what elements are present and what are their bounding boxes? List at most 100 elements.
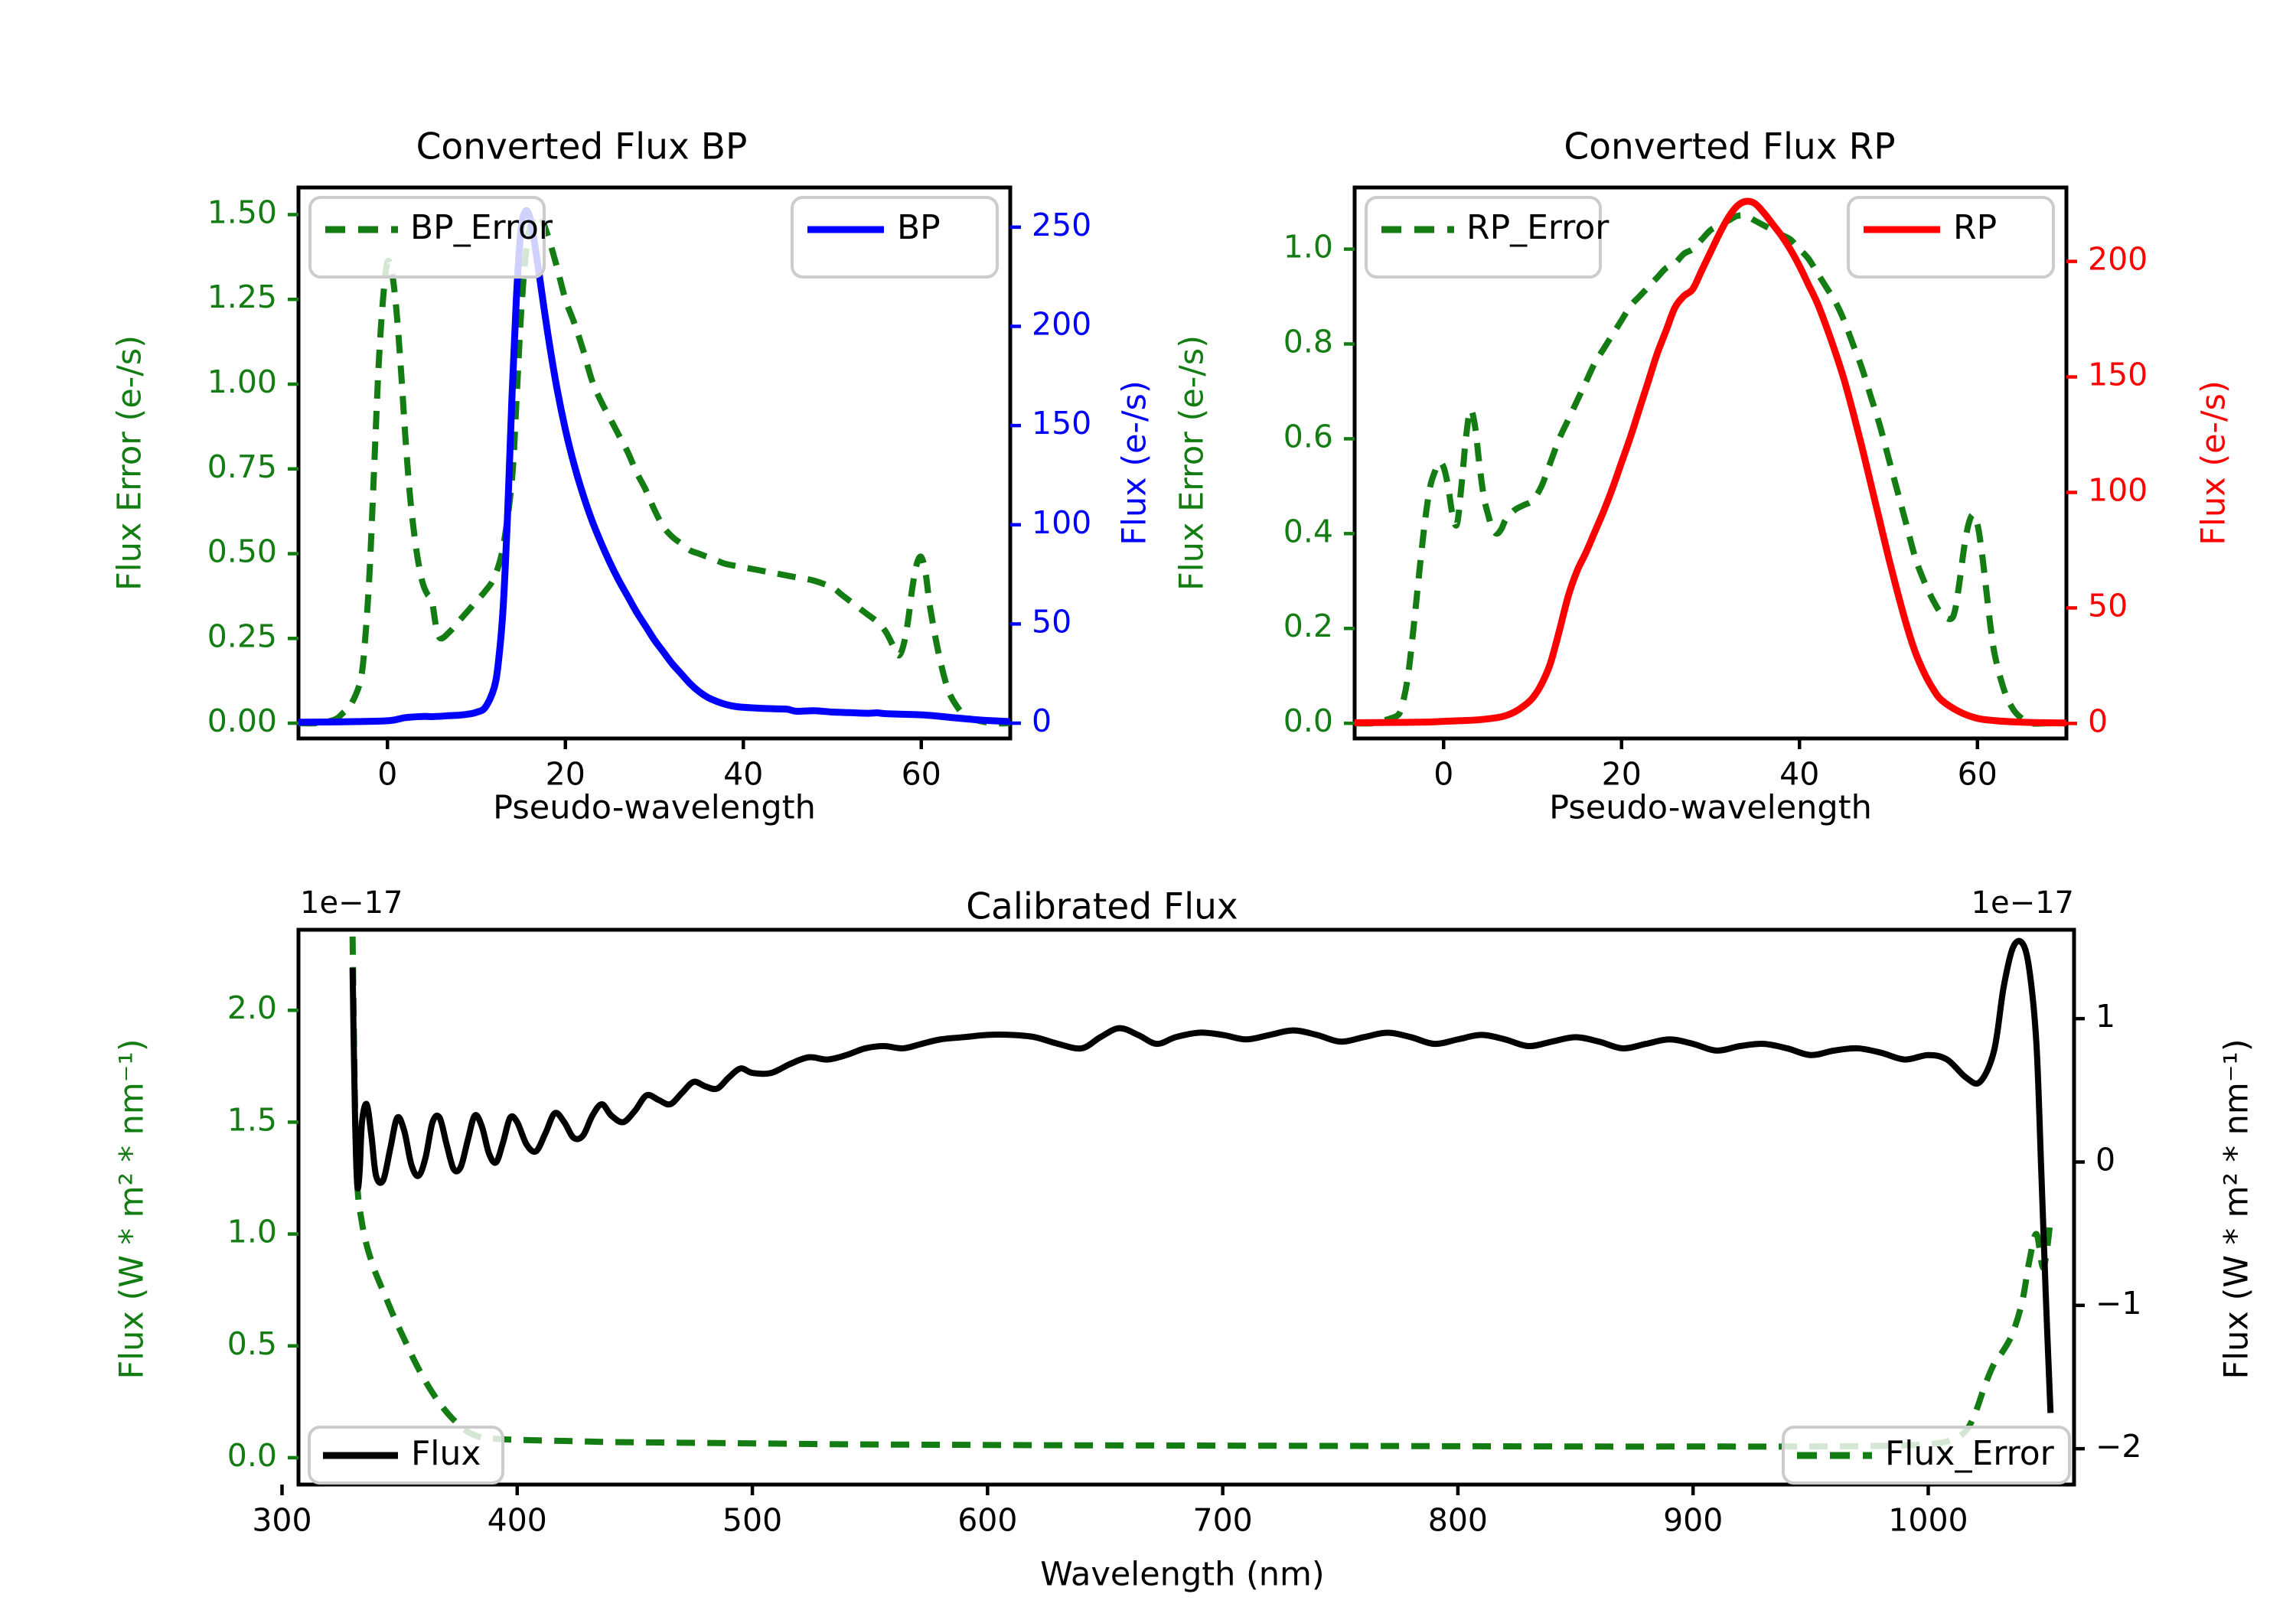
cal-ticks-right-label: 1 [2095,998,2115,1035]
rp-ticks-right-label: 200 [2088,241,2148,278]
cal-flux-error-legend[interactable]: Flux_Error [1782,1426,2071,1485]
cal-ticks-right-label: −1 [2095,1285,2141,1322]
rp-plot-frame [1352,185,2069,741]
bp-ylabel-left: Flux Error (e-/s) [111,335,149,591]
rp-ticks-right-label: 150 [2088,357,2148,393]
cal-ticks-right-label: 0 [2095,1141,2115,1178]
cal-ticks-right-label: −2 [2095,1428,2141,1465]
bp-ticks-bottom-label: 20 [546,755,585,792]
cal-offset-right: 1e−17 [1971,885,2074,921]
rp-ticks-left-label: 0.0 [1283,702,1333,739]
bp-ticks-bottom-label: 0 [377,755,397,792]
cal-ticks-left-label: 2.0 [227,989,277,1026]
cal-svg: Calibrated Flux 1e−17 1e−17 0.0 0.5 1.0 1.5… [113,885,2256,1594]
cal-offset-left: 1e−17 [300,885,403,921]
cal-title: Calibrated Flux [966,886,1238,928]
rp-ticks-left-label: 1.0 [1283,229,1333,266]
bp-ticks-left-label: 0.25 [207,618,277,654]
cal-ticks-left-label: 0.5 [227,1325,277,1362]
cal-ticks-left-label: 1.0 [227,1214,277,1250]
rp-ticks-left-label: 0.4 [1283,513,1333,549]
rp-bottom-ticks: 0 20 40 60 [1433,738,1998,792]
cal-left-ticks: 0.0 0.5 1.0 1.5 2.0 [227,989,298,1474]
rp-ticks-bottom-label: 40 [1779,755,1819,792]
cal-bottom-ticks: 300 400 500 600 700 800 900 1000 [252,1485,1968,1538]
bp-legend[interactable]: BP [791,196,999,279]
bp-error-legend[interactable]: BP_Error [308,196,553,279]
rp-ticks-bottom-label: 60 [1958,755,1998,792]
bp-bottom-ticks: 0 20 40 60 [377,738,941,792]
bp-ticks-bottom-label: 60 [902,755,941,792]
cal-flux-legend-label: Flux [411,1434,481,1473]
bp-svg: Converted Flux BP 0.00 0.25 0.50 0.75 1.00 1.… [111,126,1154,827]
rp-title: Converted Flux RP [1564,126,1895,168]
bp-ticks-right-label: 150 [1032,405,1091,442]
rp-error-legend-label: RP_Error [1466,208,1609,247]
bp-ticks-right-label: 50 [1032,603,1071,640]
cal-ticks-bottom-label: 700 [1192,1501,1252,1538]
cal-ticks-bottom-label: 800 [1428,1501,1488,1538]
cal-plot-frame [296,927,2076,1487]
rp-ticks-left-label: 0.8 [1283,323,1333,360]
cal-curves [349,936,2054,1450]
bp-legend-label: BP [897,208,941,247]
rp-ticks-bottom-label: 20 [1602,755,1642,792]
bp-ticks-right-label: 100 [1032,504,1091,541]
bp-plot-frame [296,185,1013,741]
cal-ticks-bottom-label: 1000 [1888,1501,1968,1538]
cal-ticks-bottom-label: 500 [722,1501,782,1538]
cal-flux-error-curve [349,936,2054,1450]
cal-flux-error-legend-label: Flux_Error [1885,1434,2055,1473]
rp-error-legend[interactable]: RP_Error [1365,196,1609,279]
bp-error-legend-label: BP_Error [410,208,553,247]
rp-ticks-right-label: 50 [2088,587,2128,624]
cal-right-ticks: −2 −1 0 1 [2074,998,2141,1465]
rp-ticks-left-label: 0.2 [1283,608,1333,644]
panel-calibrated-flux: Calibrated Flux 1e−17 1e−17 0.0 0.5 1.0 1.5… [0,811,2296,1607]
rp-ticks-left-label: 0.6 [1283,418,1333,455]
bp-ticks-right-label: 200 [1032,305,1091,342]
cal-flux-curve [349,937,2054,1413]
bp-left-ticks: 0.00 0.25 0.50 0.75 1.00 1.25 1.50 [207,194,298,739]
cal-ticks-bottom-label: 400 [488,1501,547,1538]
cal-xlabel: Wavelength (nm) [1040,1556,1324,1594]
bp-ticks-right-label: 250 [1032,207,1091,243]
cal-flux-legend[interactable]: Flux [308,1426,504,1485]
bp-ticks-left-label: 0.00 [207,702,277,739]
rp-ticks-right-label: 100 [2088,471,2148,508]
rp-ticks-bottom-label: 0 [1433,755,1453,792]
bp-right-ticks: 0 50 100 150 200 250 [1010,207,1091,739]
bp-ticks-left-label: 1.50 [207,194,277,230]
bp-ticks-left-label: 1.00 [207,363,277,400]
bp-ticks-left-label: 1.25 [207,279,277,315]
bp-error-curve [298,211,1011,727]
bp-curves [298,207,1011,727]
cal-ylabel-right: Flux (W * m² * nm⁻¹) [2218,1039,2256,1380]
bp-title: Converted Flux BP [416,126,748,168]
bp-ticks-bottom-label: 40 [723,755,763,792]
panel-converted-flux-bp: Converted Flux BP 0.00 0.25 0.50 0.75 1.00 1.… [0,0,1154,834]
rp-curves [1354,197,2067,727]
bp-ticks-left-label: 0.75 [207,448,277,485]
bp-flux-curve [298,207,1011,726]
rp-ylabel-left: Flux Error (e-/s) [1173,335,1212,591]
rp-ticks-right-label: 0 [2088,702,2108,739]
cal-ticks-bottom-label: 900 [1663,1501,1723,1538]
bp-xlabel: Pseudo-wavelength [493,789,816,827]
rp-error-curve [1354,212,2066,727]
cal-ylabel-left: Flux (W * m² * nm⁻¹) [113,1039,152,1380]
cal-ticks-left-label: 0.0 [227,1437,277,1474]
bp-ylabel-right: Flux (e-/s) [1116,380,1154,545]
bp-ticks-left-label: 0.50 [207,533,277,570]
rp-svg: Converted Flux RP 0.0 0.2 0.4 0.6 0.8 1.0 0 50… [1173,126,2233,827]
rp-legend[interactable]: RP [1847,196,2055,279]
panel-converted-flux-rp: Converted Flux RP 0.0 0.2 0.4 0.6 0.8 1.0 0 50… [1148,0,2296,834]
rp-flux-curve [1354,197,2067,727]
rp-left-ticks: 0.0 0.2 0.4 0.6 0.8 1.0 [1283,229,1355,739]
rp-ylabel-right: Flux (e-/s) [2195,380,2233,545]
bp-ticks-right-label: 0 [1032,702,1052,739]
rp-legend-label: RP [1953,208,1997,247]
cal-ticks-bottom-label: 600 [957,1501,1017,1538]
rp-right-ticks: 0 50 100 150 200 [2066,241,2148,739]
